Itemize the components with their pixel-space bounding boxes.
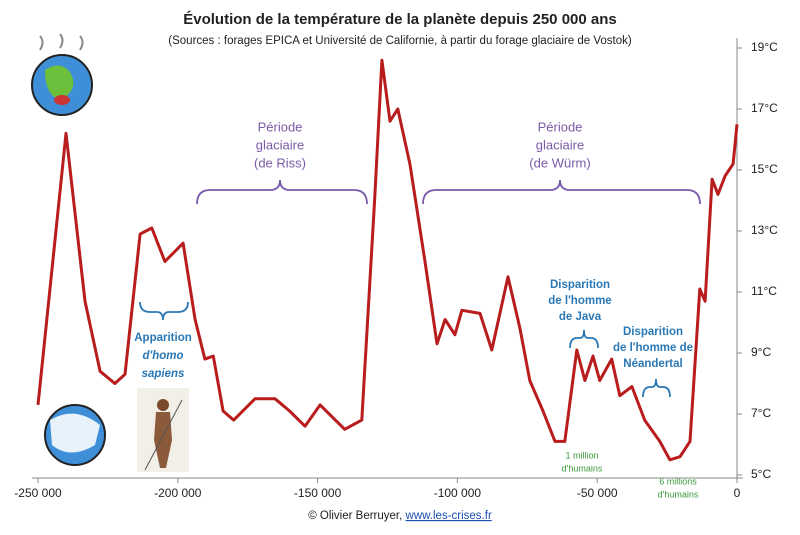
y-tick-label: 7°C xyxy=(751,406,771,420)
x-tick-label: -200 000 xyxy=(154,486,202,500)
y-tick-label: 5°C xyxy=(751,467,771,481)
annotation: Disparition xyxy=(550,279,610,291)
annotation: d'humains xyxy=(658,489,699,499)
annotation: de l'homme de xyxy=(613,342,693,354)
caveman-image xyxy=(137,388,189,472)
y-tick-label: 9°C xyxy=(751,345,771,359)
brace xyxy=(569,329,599,349)
brace xyxy=(642,378,671,398)
annotation: Apparition xyxy=(134,332,192,344)
annotation: de l'homme xyxy=(548,295,611,307)
footer: © Olivier Berruyer, www.les-crises.fr xyxy=(308,510,492,522)
x-tick-label: -250 000 xyxy=(14,486,62,500)
brace xyxy=(422,179,701,205)
annotation: Disparition xyxy=(623,326,683,338)
annotation: 1 million xyxy=(565,450,598,460)
y-tick-label: 17°C xyxy=(751,101,778,115)
temperature-line xyxy=(36,58,739,462)
annotation: Période xyxy=(538,119,583,134)
annotation: Période xyxy=(258,119,303,134)
annotation: (de Riss) xyxy=(254,155,306,170)
x-tick-label: -100 000 xyxy=(434,486,482,500)
annotation: d'humains xyxy=(562,463,603,473)
earth-cold-icon xyxy=(44,404,106,466)
annotation: sapiens xyxy=(142,368,185,380)
annotation: d'homo xyxy=(142,350,183,362)
y-tick-label: 11°C xyxy=(751,284,777,298)
footer-link[interactable]: www.les-crises.fr xyxy=(405,510,492,522)
y-tick-label: 19°C xyxy=(751,40,778,54)
x-tick-label: 0 xyxy=(734,486,741,500)
x-tick-label: -50 000 xyxy=(577,486,618,500)
brace xyxy=(139,301,189,321)
earth-hot-icon xyxy=(31,33,93,116)
annotation: glaciaire xyxy=(256,137,304,152)
y-tick-label: 15°C xyxy=(751,162,778,176)
annotation: Néandertal xyxy=(623,358,682,370)
annotation: (de Würm) xyxy=(529,155,590,170)
chart-subtitle: (Sources : forages EPICA et Université d… xyxy=(168,35,632,47)
x-tick-label: -150 000 xyxy=(294,486,342,500)
brace xyxy=(196,179,368,205)
annotation: 6 millions xyxy=(659,476,697,486)
y-tick-label: 13°C xyxy=(751,223,778,237)
chart-title: Évolution de la température de la planèt… xyxy=(183,11,616,28)
footer-text: © Olivier Berruyer, xyxy=(308,510,402,522)
annotation: glaciaire xyxy=(536,137,584,152)
annotation: de Java xyxy=(559,311,602,323)
